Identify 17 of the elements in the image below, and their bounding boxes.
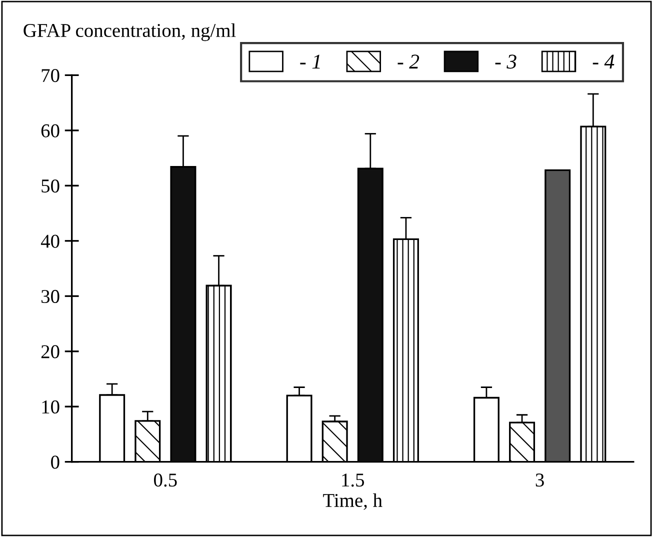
text: - 2 (398, 54, 420, 68)
legend-label: - 1 (300, 54, 320, 68)
y-axis-title: GFAP concentration, ng/ml (24, 23, 236, 42)
y-tick-label: 30 (42, 290, 60, 304)
x-tick-label: 3 (536, 474, 544, 487)
text: - 4 (592, 54, 614, 68)
y-tick-label: 20 (41, 345, 60, 358)
x-tick-label: 0.5 (154, 473, 177, 487)
y-tick-label: 10 (42, 400, 60, 414)
y-tick-label: 60 (41, 124, 60, 138)
x-tick-label: 1.5 (342, 474, 364, 487)
y-tick-label: 40 (40, 234, 60, 248)
y-tick-label: 70 (42, 68, 60, 82)
x-axis-title: Time, h (323, 493, 382, 510)
legend-label: - 3 (495, 54, 516, 69)
y-tick-label: 0 (51, 456, 60, 469)
y-tick-label: 50 (42, 179, 60, 193)
